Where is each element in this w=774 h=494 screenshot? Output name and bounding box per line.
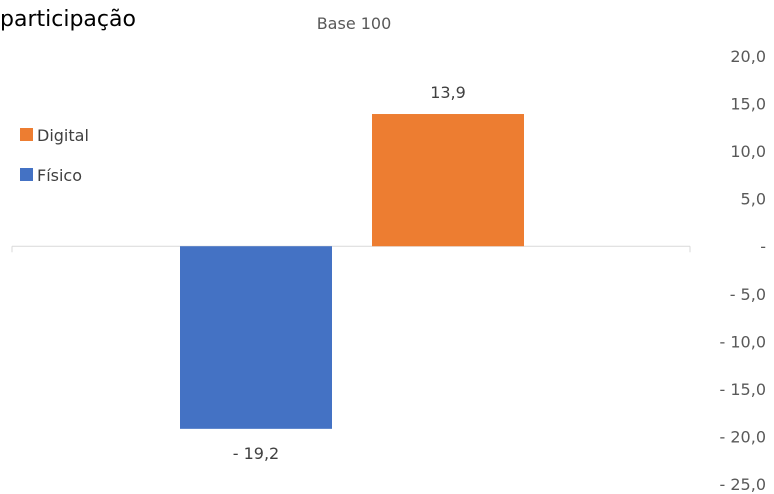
chart-title: participação xyxy=(0,7,136,32)
bars-group xyxy=(180,114,524,429)
data-label-digital: 13,9 xyxy=(430,83,466,102)
y-tick-label: - 5,0 xyxy=(730,285,766,304)
legend-label-fisico: Físico xyxy=(37,166,82,185)
legend-swatch-fisico xyxy=(20,168,33,181)
y-tick-label: 10,0 xyxy=(730,142,766,161)
y-tick-label: 5,0 xyxy=(741,190,766,209)
y-tick-label: - 15,0 xyxy=(720,380,766,399)
y-tick-label: - 25,0 xyxy=(720,475,766,494)
legend-swatch-digital xyxy=(20,128,33,141)
bar-fisico xyxy=(180,246,332,429)
bar-labels-group: - 19,2 13,9 xyxy=(233,83,466,463)
legend-label-digital: Digital xyxy=(37,126,89,145)
y-tick-label: - 20,0 xyxy=(720,427,766,446)
y-axis-ticks: 20,0 15,0 10,0 5,0 - - 5,0 - 10,0 - 15,0 - 20,0 -… xyxy=(720,47,766,494)
y-tick-label: - xyxy=(760,237,766,256)
data-label-fisico: - 19,2 xyxy=(233,444,279,463)
chart-subtitle: Base 100 xyxy=(317,14,392,33)
legend: Digital Físico xyxy=(20,126,89,185)
bar-digital xyxy=(372,114,524,247)
y-tick-label: 20,0 xyxy=(730,47,766,66)
y-tick-label: 15,0 xyxy=(730,95,766,114)
y-tick-label: - 10,0 xyxy=(720,332,766,351)
